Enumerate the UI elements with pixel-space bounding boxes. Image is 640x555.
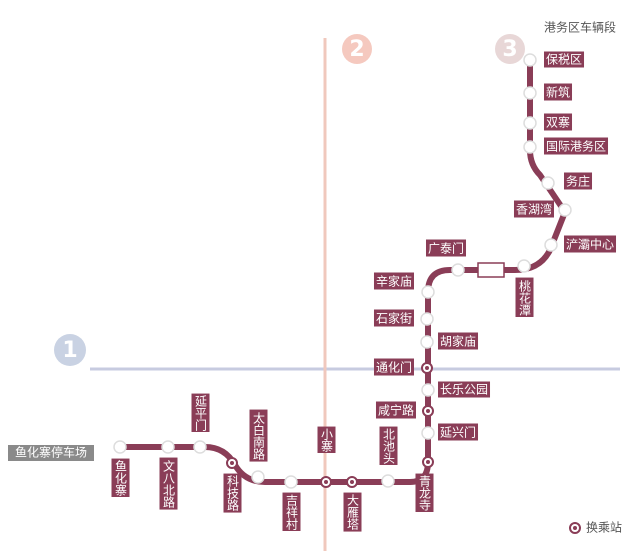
- line-2-badge: [342, 34, 372, 64]
- station-label: 小寨: [320, 428, 334, 452]
- station-label-bg: [564, 235, 617, 253]
- station-label-bg: [375, 401, 416, 419]
- station-label-bg: [544, 137, 609, 155]
- station-label-bg: [111, 458, 130, 497]
- transfer-dot: [230, 461, 234, 465]
- station-label-bg: [544, 113, 573, 131]
- line-3-number: 3: [502, 37, 517, 62]
- station-label: 科技路: [226, 475, 240, 512]
- station-label: 胡家庙: [440, 334, 476, 349]
- station-label: 国际港务区: [546, 139, 606, 154]
- station-label-bg: [513, 200, 554, 218]
- station: [523, 86, 537, 100]
- station-label-bg: [159, 457, 178, 510]
- station: [421, 426, 435, 440]
- station-label: 长乐公园: [440, 383, 488, 397]
- station-label-bg: [564, 172, 593, 190]
- station: [421, 285, 435, 299]
- station-label-bg: [438, 381, 491, 398]
- station-label: 咸宁路: [378, 403, 414, 418]
- station-label: 延兴门: [440, 425, 476, 440]
- transfer-dot: [426, 409, 430, 413]
- station-label-bg: [515, 277, 534, 317]
- station: [541, 176, 555, 190]
- station-label: 大雁塔: [346, 494, 360, 531]
- station-label-bg: [282, 492, 301, 531]
- station-label-bg: [223, 473, 242, 513]
- station-label-bg: [544, 51, 585, 68]
- line-1-number: 1: [62, 338, 77, 363]
- station-label: 辛家庙: [376, 274, 412, 289]
- depot-box: [477, 262, 505, 278]
- station-label: 新筑: [546, 85, 570, 100]
- station-label: 香湖湾: [516, 202, 552, 217]
- station-label-bg: [373, 272, 414, 290]
- station: [558, 203, 572, 217]
- station-label: 青龙寺: [418, 475, 432, 511]
- station-label: 浐灞中心: [566, 237, 614, 252]
- station-label: 吉祥村: [285, 494, 299, 530]
- transfer-dot: [350, 480, 354, 484]
- depot-left: 鱼化寨停车场: [15, 445, 87, 460]
- station-label-bg: [249, 409, 268, 462]
- station-label: 桃花潭: [518, 279, 532, 316]
- legend-icon-dot: [573, 526, 577, 530]
- station-label: 石家街: [376, 311, 412, 326]
- station: [113, 440, 127, 454]
- station-label: 通化门: [376, 360, 412, 375]
- station: [193, 440, 207, 454]
- station: [517, 259, 531, 273]
- station-label-bg: [544, 83, 573, 101]
- line-1-badge: [54, 334, 86, 366]
- station-label: 双寨: [546, 115, 570, 130]
- station-label-bg: [373, 358, 414, 376]
- station: [523, 116, 537, 130]
- station: [251, 470, 265, 484]
- legend-label: 换乘站: [586, 521, 622, 535]
- station-label-bg: [379, 426, 398, 465]
- transfer-dot: [426, 460, 430, 464]
- station: [161, 440, 175, 454]
- station: [523, 140, 537, 154]
- depot-top: 港务区车辆段: [544, 20, 616, 35]
- station: [420, 335, 434, 349]
- station-label-bg: [415, 473, 434, 512]
- station-label-bg: [191, 393, 210, 432]
- station: [284, 475, 298, 489]
- station-label-bg: [373, 309, 414, 327]
- station-label: 北池头: [382, 428, 396, 464]
- line-2-number: 2: [349, 37, 364, 62]
- station-label: 务庄: [566, 174, 590, 189]
- station-label-bg: [438, 332, 479, 350]
- station: [381, 474, 395, 488]
- station-label: 太白南路: [252, 411, 266, 461]
- station: [451, 263, 465, 277]
- station-label-bg: [438, 423, 479, 441]
- depot-left-bg: [8, 445, 94, 461]
- line-3-badge: [495, 34, 525, 64]
- station: [420, 312, 434, 326]
- station: [421, 383, 435, 397]
- station: [544, 238, 558, 252]
- station: [523, 53, 537, 67]
- station-label-bg: [343, 492, 362, 532]
- station-label: 保税区: [546, 53, 582, 67]
- station-label-bg: [317, 426, 336, 453]
- station-label: 文八北路: [162, 459, 176, 509]
- transfer-dot: [324, 480, 328, 484]
- station-label: 广泰门: [428, 241, 464, 256]
- transfer-dot: [425, 366, 429, 370]
- station-label: 延平门: [194, 395, 208, 431]
- station-label: 鱼化寨: [114, 460, 128, 496]
- station-label-bg: [425, 239, 467, 257]
